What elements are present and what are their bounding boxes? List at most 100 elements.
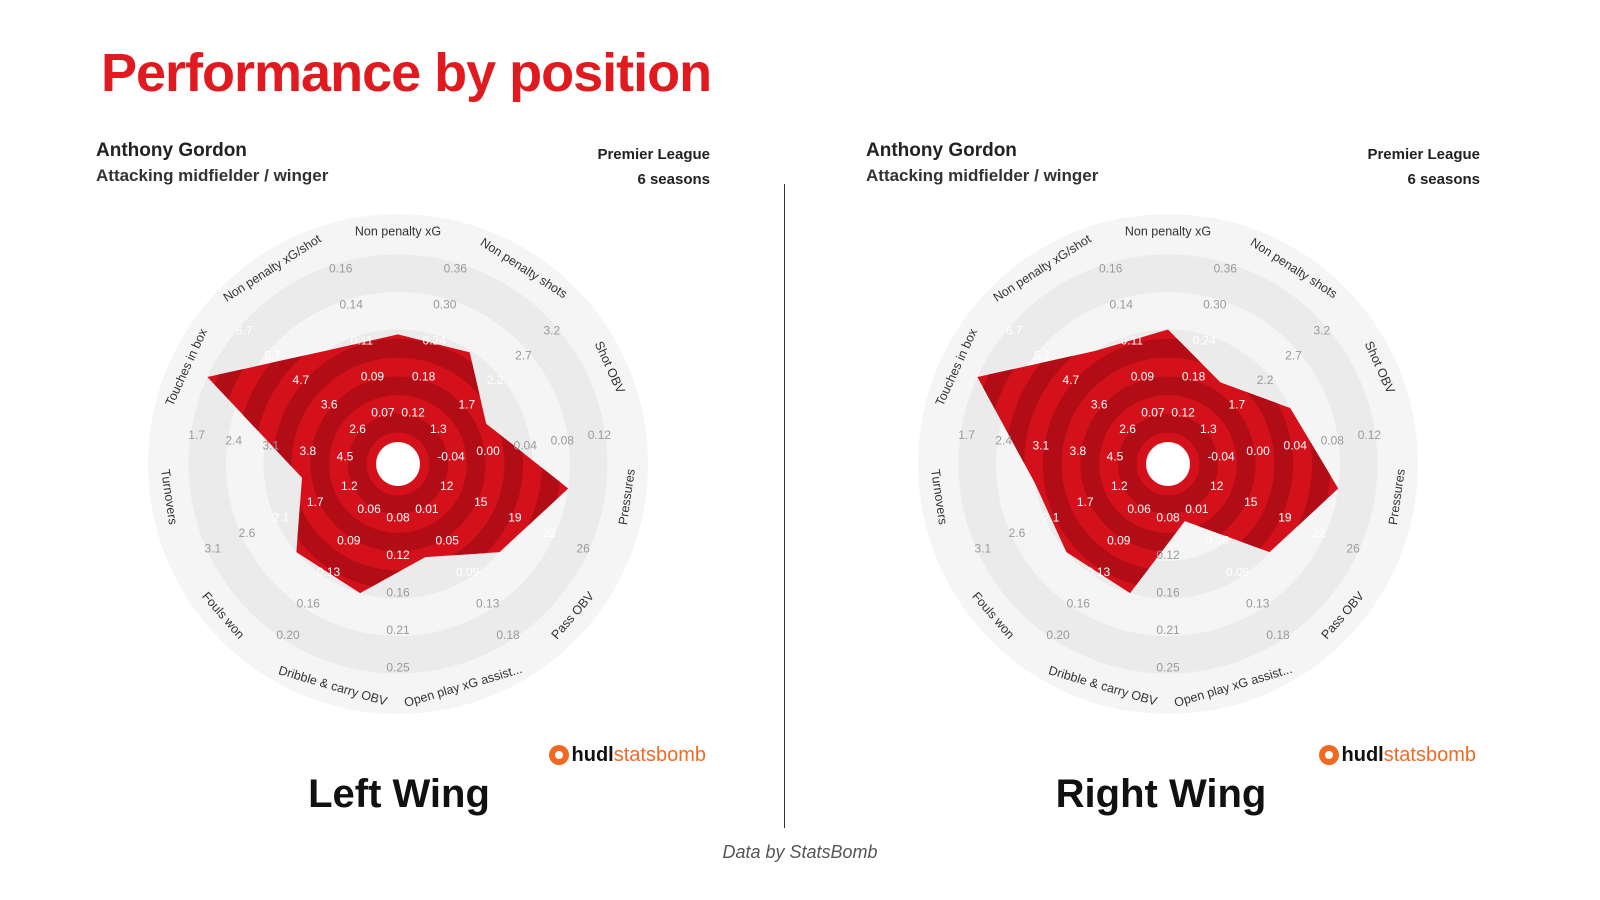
radar-polygon-band bbox=[1117, 413, 1219, 515]
radar-tick-label: 15 bbox=[1244, 495, 1258, 509]
player-name: Anthony Gordon bbox=[96, 140, 247, 161]
radar-tick-label: 0.21 bbox=[1156, 623, 1180, 637]
radar-tick-label: 0.05 bbox=[436, 534, 460, 548]
radar-panel-right-wing: Anthony Gordon Attacking midfielder / wi… bbox=[860, 130, 1500, 766]
radar-tick-label: 5.7 bbox=[264, 348, 281, 362]
seasons-label: 6 seasons bbox=[1407, 171, 1480, 188]
hudl-statsbomb-logo: hudl statsbomb bbox=[1318, 742, 1476, 768]
radar-tick-label: 0.09 bbox=[361, 370, 385, 384]
data-credit: Data by StatsBomb bbox=[722, 842, 878, 862]
radar-tick-label: 3.6 bbox=[321, 397, 338, 411]
radar-tick-label: 0.08 bbox=[1156, 511, 1180, 525]
radar-tick-label: 0.07 bbox=[1141, 406, 1165, 420]
radar-tick-label: 3.2 bbox=[1313, 324, 1330, 338]
radar-tick-label: 0.06 bbox=[1127, 502, 1151, 516]
radar-tick-label: 0.09 bbox=[1107, 534, 1131, 548]
radar-tick-label: 4.7 bbox=[1063, 373, 1080, 387]
radar-tick-label: 0.12 bbox=[1358, 428, 1382, 442]
radar-tick-label: 0.24 bbox=[423, 334, 447, 348]
radar-tick-label: 6.7 bbox=[236, 324, 253, 338]
radar-tick-label: 26 bbox=[1346, 542, 1360, 556]
radar-tick-label: 0.11 bbox=[1121, 334, 1144, 348]
radar-tick-label: -0.04 bbox=[437, 449, 465, 463]
radar-tick-label: 1.3 bbox=[430, 422, 447, 436]
radar-tick-label: 3.2 bbox=[543, 324, 560, 338]
radar-tick-label: 3.1 bbox=[1032, 439, 1049, 453]
radar-tick-label: 0.12 bbox=[588, 428, 612, 442]
radar-axis-label: Non penalty xG bbox=[355, 224, 441, 238]
page-title: Performance by position bbox=[101, 43, 712, 103]
radar-tick-label: 0.13 bbox=[476, 597, 500, 611]
radar-tick-label: 2.2 bbox=[487, 373, 504, 387]
radar-tick-label: 2.4 bbox=[995, 433, 1012, 447]
radar-tick-label: 3.6 bbox=[1091, 397, 1108, 411]
radar-tick-label: 2.6 bbox=[1119, 422, 1136, 436]
radar-tick-label: 0.09 bbox=[456, 565, 480, 579]
radar-tick-label: 0.14 bbox=[340, 298, 364, 312]
radar-tick-label: 0.12 bbox=[401, 406, 425, 420]
radar-chart-right-wing: 0.12 0.18 0.24 0.30 0.36 Non penalty xG 1.3 1.7… bbox=[918, 214, 1418, 714]
radar-tick-label: 4.5 bbox=[337, 449, 354, 463]
radar-tick-label: 0.09 bbox=[337, 534, 361, 548]
radar-tick-label: 22 bbox=[1312, 526, 1326, 540]
radar-tick-label: 1.7 bbox=[307, 495, 324, 509]
radar-tick-label: 2.1 bbox=[1043, 510, 1060, 524]
seasons-label: 6 seasons bbox=[637, 171, 710, 188]
logo-text-hudl: hudl bbox=[571, 743, 614, 766]
radar-tick-label: 0.25 bbox=[386, 661, 410, 675]
radar-tick-label: 0.16 bbox=[1156, 586, 1180, 600]
player-role: Attacking midfielder / winger bbox=[96, 166, 329, 185]
radar-tick-label: 0.36 bbox=[1214, 262, 1238, 276]
radar-tick-label: 2.4 bbox=[225, 433, 242, 447]
radar-tick-label: 3.1 bbox=[975, 542, 992, 556]
radar-tick-label: 0.16 bbox=[386, 586, 410, 600]
radar-tick-label: 1.7 bbox=[1077, 495, 1094, 509]
logo-text-statsbomb: statsbomb bbox=[1383, 743, 1476, 766]
radar-tick-label: 0.18 bbox=[1266, 628, 1290, 642]
logo-text-hudl: hudl bbox=[1341, 743, 1384, 766]
player-role: Attacking midfielder / winger bbox=[866, 166, 1099, 185]
radar-tick-label: 1.2 bbox=[1111, 479, 1128, 493]
radar-tick-label: 22 bbox=[542, 526, 556, 540]
radar-polygon-band bbox=[347, 413, 449, 515]
radar-tick-label: 0.05 bbox=[1206, 534, 1230, 548]
radar-tick-label: 0.11 bbox=[351, 334, 374, 348]
radar-tick-label: 0.13 bbox=[317, 565, 341, 579]
radar-tick-label: 0.01 bbox=[1185, 502, 1209, 516]
radar-tick-label: 0.13 bbox=[1087, 565, 1111, 579]
radar-tick-label: 2.6 bbox=[349, 422, 366, 436]
panel-divider bbox=[784, 184, 785, 828]
radar-tick-label: 0.24 bbox=[1193, 334, 1217, 348]
radar-tick-label: 2.1 bbox=[273, 510, 290, 524]
radar-axis-label: Non penalty xG bbox=[1125, 224, 1211, 238]
radar-hole bbox=[376, 442, 420, 486]
radar-tick-label: 0.06 bbox=[357, 502, 381, 516]
radar-tick-label: 0.18 bbox=[412, 370, 436, 384]
radar-tick-label: 1.7 bbox=[958, 428, 975, 442]
radar-tick-label: 1.3 bbox=[1200, 422, 1217, 436]
radar-tick-label: 0.20 bbox=[276, 628, 300, 642]
radar-tick-label: 0.08 bbox=[551, 433, 575, 447]
radar-tick-label: 1.7 bbox=[458, 397, 475, 411]
radar-tick-label: 0.12 bbox=[386, 548, 410, 562]
radar-tick-label: 1.2 bbox=[341, 479, 358, 493]
radar-tick-label: 0.16 bbox=[1067, 597, 1091, 611]
radar-tick-label: 2.7 bbox=[1285, 348, 1302, 362]
radar-tick-label: 0.18 bbox=[1182, 370, 1206, 384]
radar-tick-label: 4.5 bbox=[1107, 449, 1124, 463]
radar-tick-label: 0.01 bbox=[415, 502, 439, 516]
radar-tick-label: 3.8 bbox=[1070, 444, 1087, 458]
radar-tick-label: 0.04 bbox=[1284, 439, 1308, 453]
hudl-logo-icon bbox=[548, 745, 569, 765]
radar-tick-label: 0.09 bbox=[1226, 565, 1250, 579]
radar-tick-label: 0.36 bbox=[444, 262, 468, 276]
radar-tick-label: 6.7 bbox=[1006, 324, 1023, 338]
logo-text-statsbomb: statsbomb bbox=[613, 743, 706, 766]
radar-tick-label: 4.7 bbox=[293, 373, 310, 387]
radar-tick-label: 0.12 bbox=[1171, 406, 1195, 420]
radar-tick-label: 0.16 bbox=[1099, 262, 1123, 276]
position-label-right-wing: Right Wing bbox=[1055, 772, 1267, 816]
radar-tick-label: 19 bbox=[508, 510, 522, 524]
radar-tick-label: 2.6 bbox=[1009, 526, 1026, 540]
radar-tick-label: 0.25 bbox=[1156, 661, 1180, 675]
